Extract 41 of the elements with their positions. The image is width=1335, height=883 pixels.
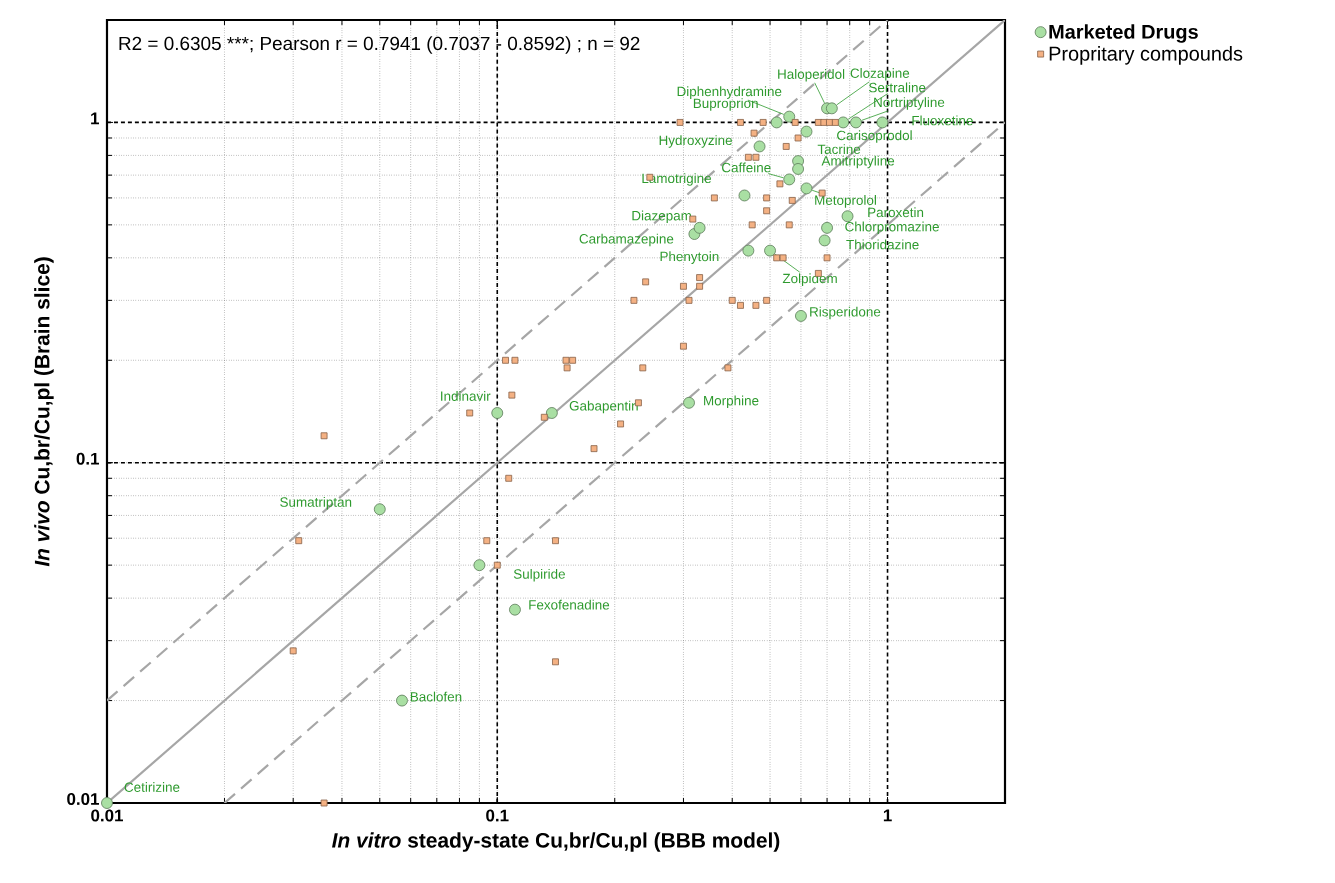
annotation: Haloperidol (778, 69, 845, 82)
annotation: Cetirizine (124, 782, 180, 792)
annotation: Carbamazepine (579, 233, 674, 247)
annotation: Buproprion (693, 98, 758, 111)
y-tick-label: 0.1 (76, 452, 100, 465)
annotation: Lamotrigine (642, 173, 712, 186)
annotation: R2 = 0.6305 ***; Pearson r = 0.7941 (0.7037 - 0.8592) ; n = 92 (119, 36, 640, 54)
annotation: Metoprolol (815, 195, 876, 208)
annotation: Nortriptyline (874, 97, 945, 110)
annotation: Gabapentin (569, 400, 638, 414)
x-tick-label: 0.1 (486, 809, 509, 822)
annotation: Baclofen (410, 691, 462, 702)
annotation: Caffeine (722, 162, 771, 173)
annotation: Sertraline (869, 82, 926, 93)
annotation: Risperidone (810, 306, 881, 320)
annotation: Fexofenadine (529, 599, 610, 610)
x-tick-label: 0.01 (91, 809, 123, 822)
legend-label: Propritary compounds (1049, 46, 1243, 65)
x-tick-label: 1 (883, 809, 892, 822)
annotation: Phenytoin (660, 251, 719, 264)
annotation: Indinavir (441, 391, 491, 401)
annotation: Morphine (704, 395, 759, 409)
annotation: Thioridazine (846, 239, 919, 250)
annotation: Tacrine (817, 144, 861, 155)
annotation: Amitriptyline (821, 155, 895, 169)
legend-label: Marketed Drugs (1049, 24, 1198, 43)
x-axis-title: In vitro steady-state Cu,br/Cu,pl (BBB model) (332, 832, 780, 852)
annotation: Fluoxetine (912, 115, 973, 126)
annotation: Hydroxyzine (659, 135, 732, 148)
annotation: Clozapine (850, 68, 910, 81)
annotation: Diazepam (632, 210, 691, 224)
annotation: Chlorpromazine (845, 221, 939, 235)
annotation: Carisoprodol (837, 130, 912, 143)
annotation: Sumatriptan (280, 496, 352, 510)
annotation: Diphenhydramine (677, 86, 782, 99)
annotation: Zolpidem (782, 273, 837, 286)
y-tick-label: 0.01 (67, 793, 99, 806)
annotation: Sulpiride (513, 568, 565, 582)
y-axis-title: In vivo Cu,br/Cu,pl (Brain slice) (34, 257, 54, 567)
annotation: Paroxetin (868, 207, 924, 218)
y-tick-label: 1 (91, 112, 100, 125)
